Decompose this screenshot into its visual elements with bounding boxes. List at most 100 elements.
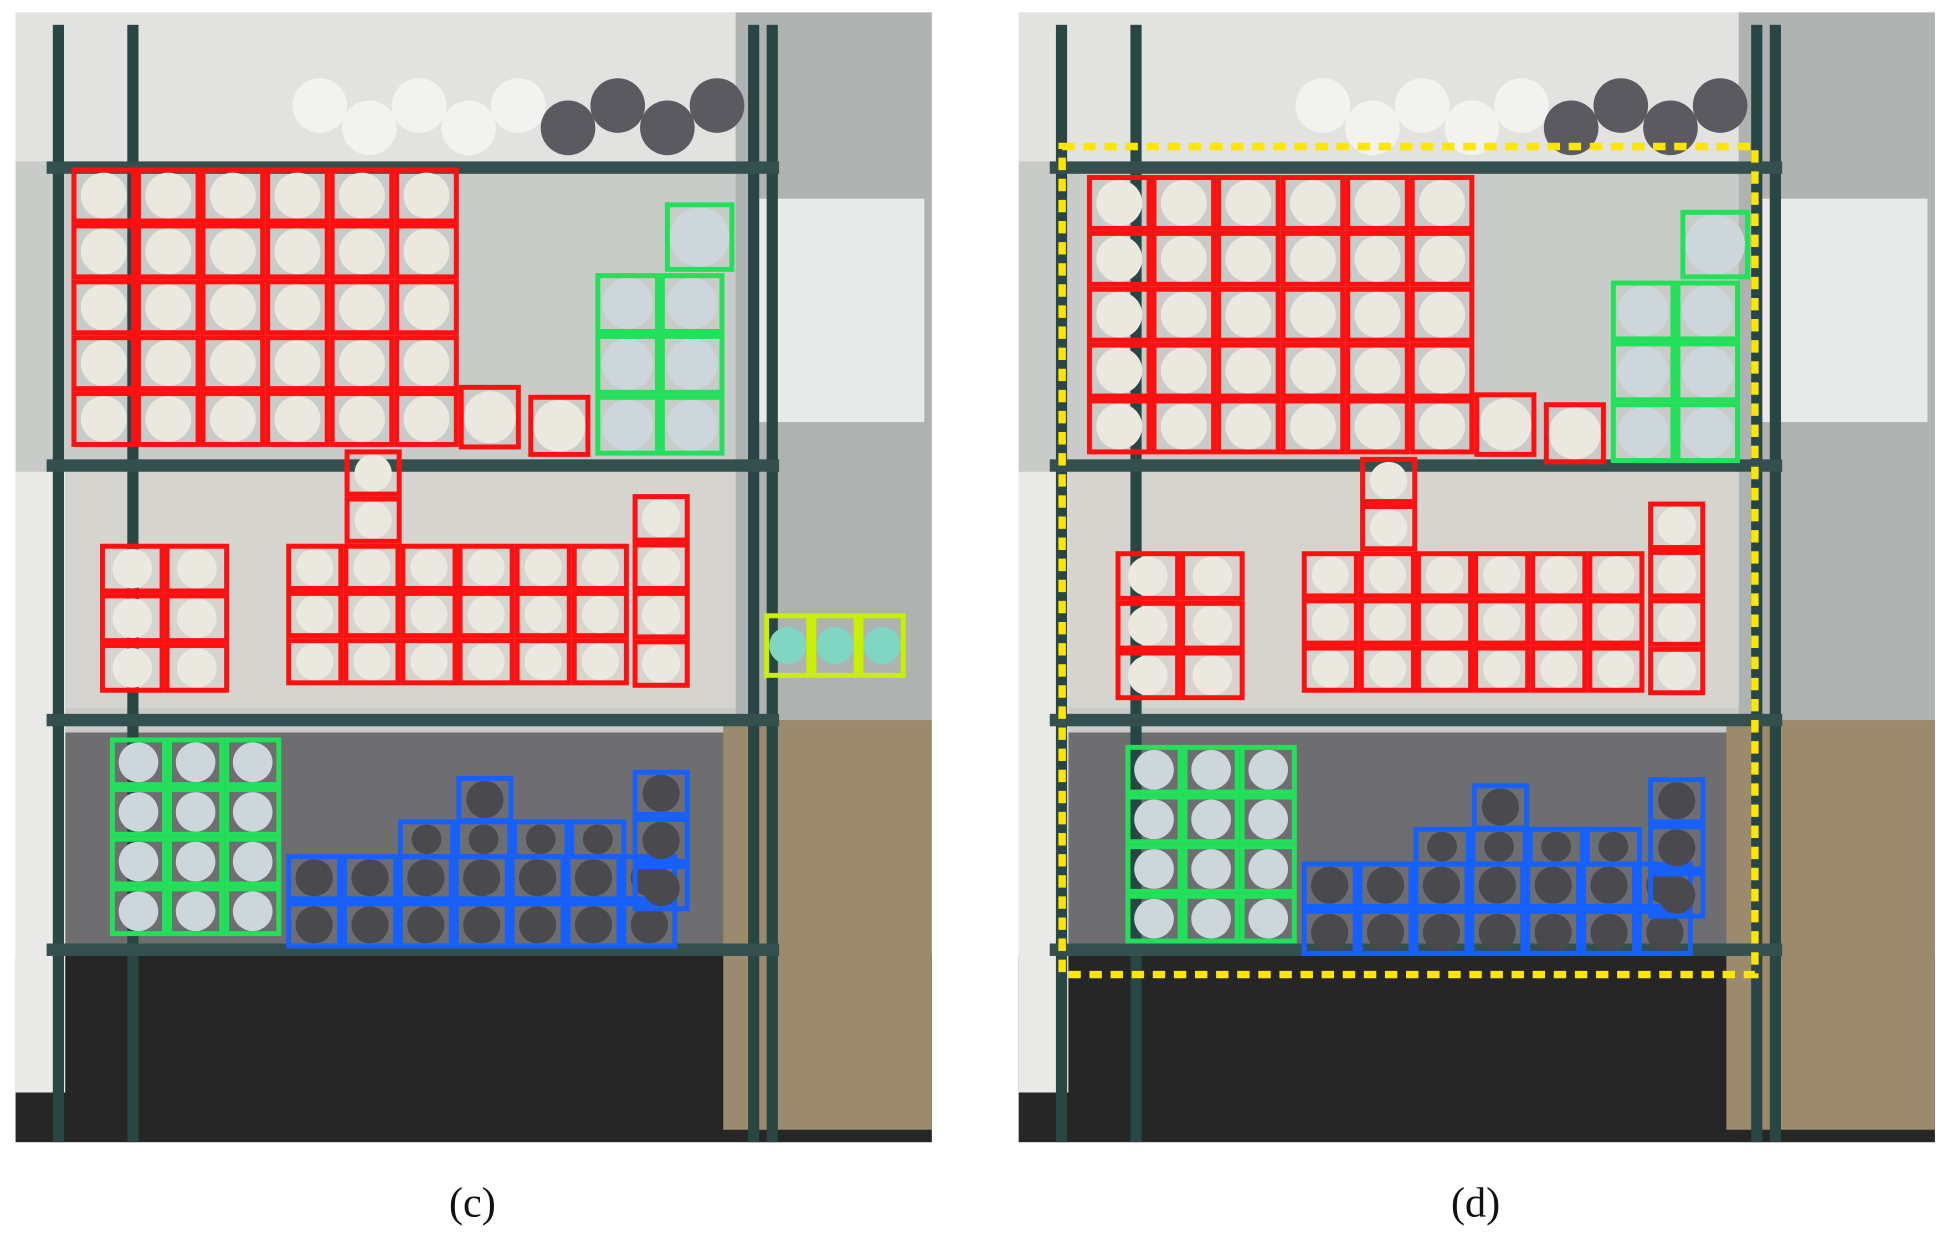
bounding-box [1648,871,1706,919]
cup [642,774,680,812]
cup [467,643,505,681]
bounding-box [329,167,395,224]
bounding-box [1180,650,1245,701]
bounding-box [224,787,282,837]
bounding-box [1648,501,1706,550]
cup [1225,291,1272,338]
cup [1682,346,1734,398]
bounding-box [632,864,690,912]
bounding-box [109,787,168,837]
cup [295,859,333,897]
bounding-box [1358,598,1416,646]
bounding-box [1182,844,1240,894]
cup [1419,180,1466,226]
bounding-box [595,394,660,456]
cup [524,595,562,634]
bounding-box [1280,342,1346,399]
cup [1354,291,1401,338]
bounding-box [394,279,459,336]
bounding-box [1543,402,1606,465]
roll [1593,78,1649,133]
cup [411,824,442,855]
cup [1540,603,1578,641]
bounding-box [632,639,690,688]
bounding-box [1182,893,1240,944]
cup [1368,556,1407,594]
panel-c [15,12,932,1143]
bounding-box [344,496,402,544]
cup [112,648,153,688]
bounding-box [1415,598,1474,646]
cup [1134,898,1174,939]
cup [666,338,718,390]
bounding-box [1345,286,1410,343]
bounding-box [632,542,690,591]
bounding-box [528,394,591,457]
bounding-box [595,333,660,395]
bounding-box [200,391,266,447]
panel-label: (d) [1451,1180,1500,1227]
bounding-box [1584,826,1642,867]
cup [524,548,562,586]
cup [232,841,273,882]
bounding-box [632,590,690,640]
bounding-box [1360,456,1418,505]
bounding-box [400,543,458,591]
bounding-box [1301,645,1359,693]
cup [1422,913,1461,951]
cup [641,547,681,586]
bounding-box [1469,908,1526,956]
cup [518,906,557,944]
cup [232,742,273,783]
bounding-box [1239,794,1297,845]
cup [1478,866,1516,904]
cup [1354,403,1401,450]
bounding-box [265,167,330,224]
cup [1370,461,1408,500]
cup [1478,913,1516,951]
bounding-box [1115,551,1181,601]
bounding-box [1086,286,1152,343]
bounding-box [1086,342,1152,399]
bounding-box [200,167,266,224]
bounding-box [1151,342,1217,399]
bounding-box [109,737,168,788]
bounding-box [164,593,230,644]
bounding-box [167,886,225,937]
bounding-box [99,543,165,594]
bounding-box [1409,175,1475,231]
cup [574,859,613,897]
bounding-box [343,590,401,639]
bounding-box [1125,794,1183,845]
cup [1366,866,1405,904]
cup [1134,799,1174,840]
rack-post [52,24,64,1143]
bounding-box [265,391,330,447]
cup [467,548,505,586]
cup [209,340,256,387]
cup [209,172,256,219]
cup [410,643,448,681]
roll [491,78,546,133]
cup [1289,347,1336,394]
bounding-box [135,167,201,224]
cup [1425,603,1464,641]
cup [403,228,450,275]
cup [80,396,127,442]
bounding-box [1115,600,1181,651]
bounding-box [1636,908,1693,956]
cup [1354,180,1401,226]
cup [296,595,334,634]
bounding-box [71,279,136,336]
bounding-box [1151,175,1217,231]
bounding-box [457,638,515,686]
cup [175,742,216,783]
cup [1657,506,1696,546]
cup [1366,913,1405,951]
cup [1422,866,1461,904]
roll [342,100,397,156]
cup [1311,913,1349,951]
bounding-box [1345,175,1410,231]
cup [1192,556,1233,596]
bounding-box [329,391,395,447]
